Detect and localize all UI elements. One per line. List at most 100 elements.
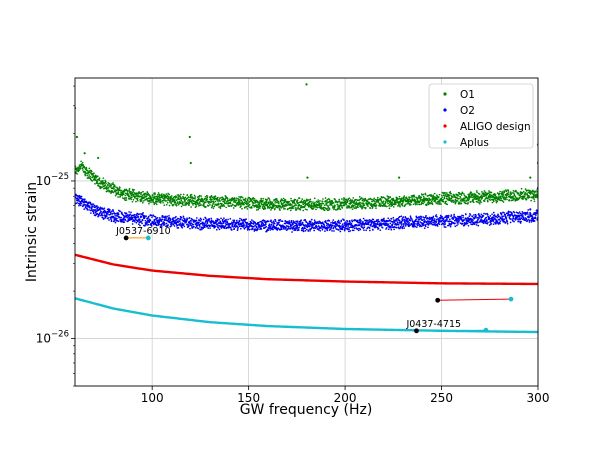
data-point	[389, 196, 392, 199]
data-point	[120, 189, 123, 192]
data-point	[512, 190, 515, 192]
data-point	[477, 221, 479, 224]
data-point	[287, 225, 290, 228]
data-point	[127, 214, 129, 217]
data-point	[309, 230, 311, 232]
data-point	[131, 217, 134, 220]
data-point	[78, 169, 80, 172]
data-point	[443, 197, 446, 200]
data-point	[296, 199, 299, 201]
data-point	[503, 190, 506, 193]
data-point	[305, 228, 308, 231]
data-point	[437, 196, 440, 198]
data-point	[418, 216, 421, 219]
data-point	[239, 199, 241, 201]
data-point	[503, 196, 506, 199]
data-point	[145, 215, 147, 218]
data-point	[437, 203, 439, 205]
data-point	[162, 201, 164, 204]
data-point	[395, 201, 397, 204]
data-point	[350, 222, 353, 225]
x-axis-label: GW frequency (Hz)	[240, 402, 373, 418]
data-point	[167, 224, 169, 226]
data-point	[442, 198, 444, 201]
data-point	[254, 228, 257, 230]
data-point	[479, 199, 482, 202]
data-point	[262, 219, 265, 221]
data-point	[85, 167, 88, 170]
data-point	[321, 221, 324, 224]
data-point	[535, 214, 537, 216]
data-point	[106, 213, 109, 215]
data-point	[177, 194, 180, 196]
data-point	[475, 195, 477, 198]
data-point	[163, 193, 165, 196]
data-point	[187, 225, 190, 227]
data-point	[217, 227, 220, 229]
data-point	[434, 222, 436, 225]
pulsar-marker-start	[435, 297, 441, 303]
data-point	[226, 197, 229, 200]
data-point	[339, 230, 342, 233]
data-point	[371, 222, 373, 224]
data-point	[138, 219, 140, 222]
data-point	[206, 225, 209, 228]
data-point	[302, 230, 305, 233]
data-point	[190, 225, 193, 227]
data-point	[98, 177, 101, 180]
data-point	[528, 216, 530, 219]
data-point	[110, 184, 112, 187]
data-point	[317, 199, 319, 201]
data-point	[363, 204, 366, 207]
data-point	[235, 197, 238, 200]
data-point	[135, 216, 138, 219]
data-point	[173, 225, 176, 227]
data-point	[418, 203, 421, 206]
data-point	[340, 219, 343, 222]
data-point	[244, 220, 246, 222]
data-point	[391, 201, 394, 203]
data-point	[301, 226, 304, 229]
data-point	[219, 207, 222, 210]
data-point	[214, 200, 217, 203]
data-point	[300, 219, 302, 222]
data-point	[398, 215, 401, 218]
data-point	[81, 161, 84, 164]
data-point	[473, 223, 476, 226]
data-point	[420, 216, 423, 218]
data-point	[346, 200, 349, 202]
data-point	[288, 220, 291, 222]
data-point	[411, 218, 413, 221]
data-point	[481, 191, 483, 193]
data-point	[213, 205, 216, 208]
data-point	[441, 215, 443, 218]
data-point	[169, 218, 172, 221]
data-point	[183, 225, 186, 228]
data-point	[110, 210, 113, 213]
data-point	[356, 219, 359, 222]
data-point	[211, 196, 214, 199]
data-point	[136, 197, 139, 200]
data-point	[363, 229, 365, 232]
data-point	[130, 216, 132, 219]
data-point	[465, 213, 467, 216]
data-point	[241, 201, 244, 204]
data-point	[507, 193, 509, 196]
data-point	[201, 224, 204, 226]
data-point	[92, 203, 95, 206]
data-point	[245, 206, 248, 208]
data-point	[205, 219, 208, 221]
data-point	[235, 199, 238, 202]
data-point	[441, 194, 443, 197]
data-point	[159, 196, 161, 199]
data-point	[331, 230, 333, 232]
x-tick-label: 300	[527, 391, 550, 405]
data-point	[205, 206, 207, 208]
data-point	[407, 217, 410, 220]
data-point	[133, 213, 136, 216]
data-point	[525, 197, 527, 200]
data-point	[177, 197, 180, 199]
data-point	[293, 229, 296, 232]
data-point-outlier	[83, 152, 86, 155]
data-point	[136, 199, 139, 202]
